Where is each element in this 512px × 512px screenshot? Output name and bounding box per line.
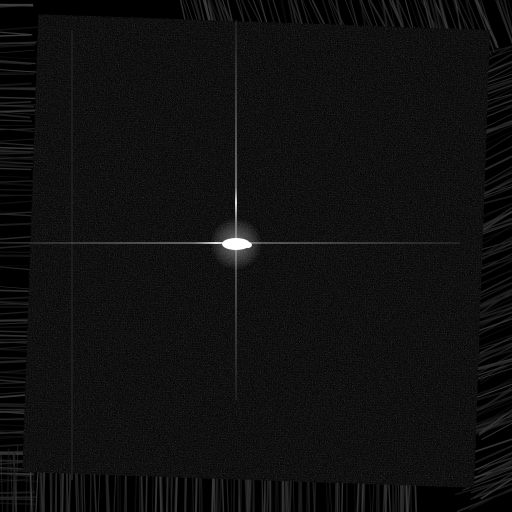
streak-line (478, 224, 512, 248)
streak-line (0, 194, 33, 197)
streak-line (470, 482, 512, 500)
streak-line (0, 69, 37, 73)
streak-line (0, 49, 36, 54)
streak-line (0, 164, 39, 168)
streak-line (0, 113, 31, 119)
streak-line (479, 336, 512, 354)
streak-line (474, 0, 496, 53)
streak-line (479, 0, 502, 54)
streak-line (0, 119, 32, 122)
streak-line (0, 235, 36, 240)
streak-line (0, 161, 35, 165)
streak-line (478, 290, 512, 315)
streak-line (0, 156, 38, 161)
streak-line (479, 210, 512, 233)
streak-line (0, 182, 35, 187)
streak-line (0, 96, 36, 100)
vertical-frequency-axis (235, 20, 237, 400)
streak-line (480, 0, 497, 48)
streak-line (0, 31, 33, 36)
streak-line (0, 266, 32, 271)
streak-line (475, 0, 498, 44)
streak-line (0, 34, 32, 37)
streak-line (480, 463, 512, 482)
streak-line (0, 453, 3, 512)
streak-line (0, 222, 35, 226)
streak-line (12, 452, 16, 512)
streak-line (0, 82, 32, 87)
streak-line (10, 458, 14, 512)
streak-line (0, 128, 36, 133)
streak-line (503, 0, 512, 35)
streak-line (475, 345, 512, 366)
streak-line (0, 286, 31, 290)
streak-line (0, 146, 35, 151)
center-peak-side (244, 242, 252, 248)
streak-line (0, 61, 32, 65)
streak-line (0, 108, 35, 112)
streak-line (471, 445, 512, 466)
streak-line (0, 146, 39, 150)
streak-line (454, 477, 512, 496)
streak-line (480, 305, 512, 329)
streak-line (0, 200, 38, 205)
streak-line (474, 389, 512, 413)
streak-line (0, 56, 39, 60)
streak-line (0, 152, 31, 155)
streak-line (0, 491, 35, 494)
streak-line (507, 0, 512, 18)
streak-line (467, 461, 512, 487)
streak-line (0, 453, 2, 477)
streak-line (480, 378, 512, 397)
streak-line (468, 487, 512, 511)
streak-line (0, 142, 34, 147)
left-edge-streaks (0, 3, 40, 506)
streak-line (0, 104, 36, 107)
streak-line (499, 0, 512, 36)
streak-line (0, 100, 32, 105)
streak-line (0, 502, 37, 506)
streak-line (481, 422, 512, 441)
center-peak (222, 238, 250, 250)
streak-line (477, 288, 512, 307)
streak-line (473, 473, 512, 499)
streak-line (477, 405, 512, 427)
streak-line (0, 109, 39, 113)
streak-line (0, 167, 32, 171)
streak-line (6, 448, 10, 512)
streak-line (496, 0, 512, 45)
streak-line (0, 176, 31, 178)
streak-line (0, 60, 32, 65)
streak-line (15, 445, 19, 512)
streak-line (0, 26, 39, 31)
streak-line (0, 138, 39, 142)
